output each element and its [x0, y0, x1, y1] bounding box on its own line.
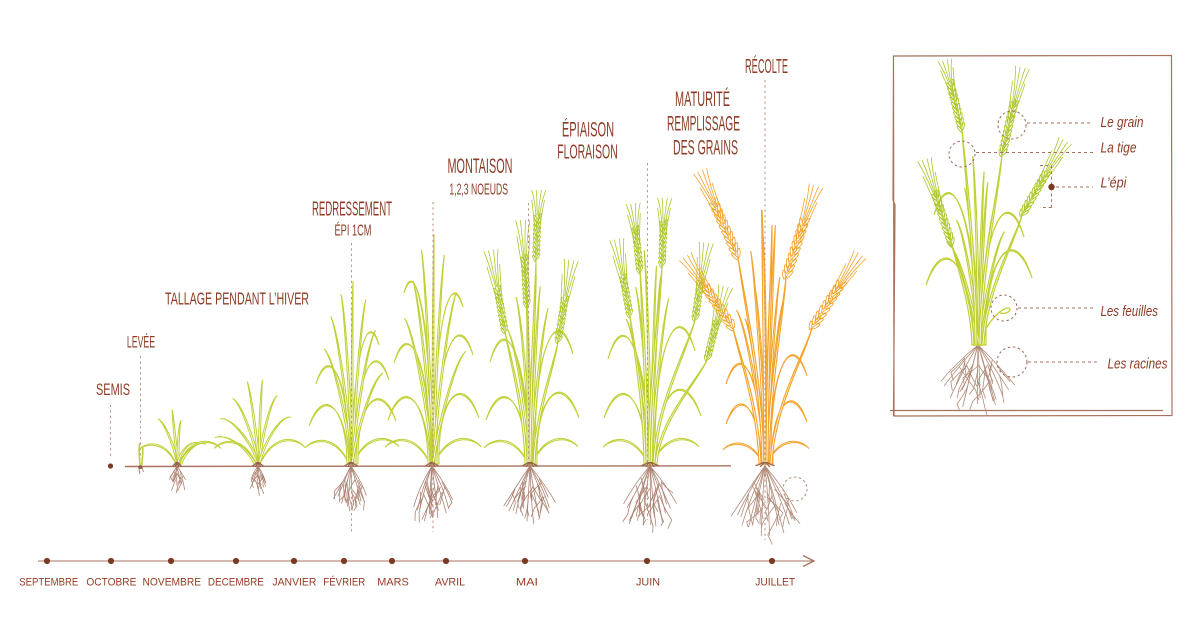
svg-text:MONTAISON: MONTAISON: [448, 154, 513, 178]
svg-text:AVRIL: AVRIL: [435, 577, 465, 589]
svg-text:OCTOBRE: OCTOBRE: [86, 577, 136, 589]
svg-text:ÉPI 1CM: ÉPI 1CM: [335, 221, 372, 240]
svg-text:NOVEMBRE: NOVEMBRE: [143, 577, 202, 589]
svg-text:Les feuilles: Les feuilles: [1101, 303, 1159, 320]
svg-text:DES GRAINS: DES GRAINS: [673, 137, 738, 160]
svg-text:JANVIER: JANVIER: [272, 577, 316, 589]
svg-text:LEVÉE: LEVÉE: [127, 333, 155, 352]
svg-text:DECEMBRE: DECEMBRE: [208, 577, 264, 589]
svg-text:JUILLET: JUILLET: [755, 577, 795, 589]
svg-text:MATURITÉ: MATURITÉ: [675, 88, 730, 111]
svg-text:FÉVRIER: FÉVRIER: [323, 576, 365, 589]
svg-text:SEMIS: SEMIS: [96, 380, 130, 399]
svg-text:MARS: MARS: [377, 577, 409, 589]
svg-text:Les racines: Les racines: [1108, 356, 1168, 373]
svg-text:RÉCOLTE: RÉCOLTE: [745, 55, 788, 78]
svg-text:La tige: La tige: [1101, 140, 1137, 157]
svg-text:MAI: MAI: [516, 577, 538, 589]
svg-text:TALLAGE PENDANT L’HIVER: TALLAGE PENDANT L’HIVER: [165, 289, 309, 309]
svg-text:FLORAISON: FLORAISON: [557, 142, 618, 164]
svg-text:REDRESSEMENT: REDRESSEMENT: [312, 199, 392, 221]
svg-text:SEPTEMBRE: SEPTEMBRE: [19, 577, 78, 589]
svg-text:REMPLISSAGE: REMPLISSAGE: [667, 113, 740, 136]
svg-text:Le grain: Le grain: [1101, 114, 1144, 131]
svg-text:ÉPIAISON: ÉPIAISON: [562, 119, 614, 142]
svg-text:L’épi: L’épi: [1101, 175, 1128, 192]
svg-text:JUIN: JUIN: [636, 577, 660, 589]
svg-text:1,2,3 NOEUDS: 1,2,3 NOEUDS: [449, 182, 508, 199]
